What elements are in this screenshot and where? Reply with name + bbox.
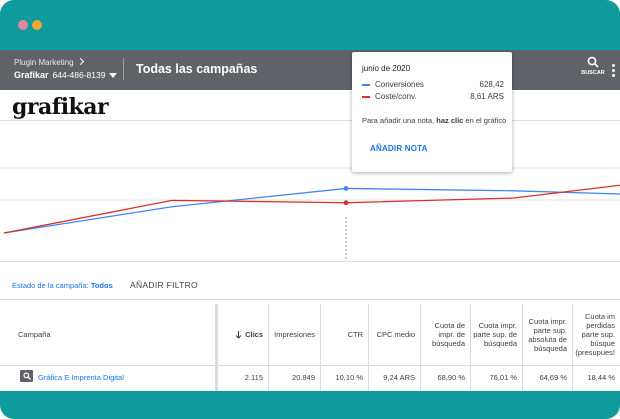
tooltip-note-bold: haz clic (436, 116, 464, 125)
page-title: Todas las campañas (136, 62, 258, 76)
cell-impressions: 20.949 (292, 372, 315, 382)
column-header-clicks[interactable]: Clics (218, 304, 268, 366)
tooltip-value: 8,61 ARS (470, 92, 504, 101)
column-divider (268, 304, 269, 391)
cell-ctr: 10,10 % (335, 372, 363, 382)
tooltip-note: Para añadir una nota, haz clic en el grá… (362, 116, 507, 126)
account-group-label: Plugin Marketing (14, 58, 74, 67)
window-dot-pink[interactable] (18, 20, 28, 30)
series-swatch-blue (362, 84, 370, 86)
column-divider (420, 304, 421, 391)
column-divider[interactable] (215, 304, 218, 391)
account-name: Grafikar (14, 70, 49, 80)
search-icon (587, 56, 599, 68)
cell-search-impr-share: 68,90 % (437, 372, 465, 382)
campaign-name-link[interactable]: Gráfica E Imprenta Digital (38, 372, 124, 382)
status-filter-label: Estado de la campaña: (12, 281, 91, 290)
series-point-1-2[interactable] (343, 200, 349, 206)
tooltip-row-cost: Coste/conv. 8,61 ARS (362, 92, 504, 101)
column-divider (522, 304, 523, 391)
column-header-campaign[interactable]: Campaña (0, 304, 215, 366)
tooltip-label: Coste/conv. (375, 92, 417, 101)
search-button[interactable]: BUSCAR (580, 56, 606, 86)
tooltip-note-pre: Para añadir una nota, (362, 116, 437, 125)
column-header-top-impr-share[interactable]: Cuota impr. parte sup. de búsqueda (470, 304, 522, 366)
tooltip-value: 628,42 (479, 80, 504, 89)
search-campaign-icon (20, 370, 33, 382)
cell-abs-top-impr-share: 64,69 % (539, 372, 567, 382)
window-dot-orange[interactable] (32, 20, 42, 30)
account-group-link[interactable]: Plugin Marketing (14, 57, 84, 67)
account-switcher[interactable]: Grafikar 644-486-8139 (14, 70, 118, 80)
column-header-search-impr-share[interactable]: Cuota de impr. de búsqueda (420, 304, 470, 366)
column-label-clicks: Clics (245, 330, 263, 339)
app-screen: Plugin Marketing Grafikar 644-486-8139 To… (0, 50, 620, 391)
performance-chart[interactable]: abr. 2020 (0, 121, 620, 261)
column-header-lost-top-budget[interactable]: Cuota im perdidas parte sup. búsque (pre… (572, 304, 620, 366)
column-header-impressions[interactable]: Impresiones (268, 304, 320, 366)
caret-down-icon (109, 73, 118, 79)
column-divider (470, 304, 471, 391)
column-header-ctr[interactable]: CTR (320, 304, 368, 366)
chart-baseline (0, 261, 620, 262)
column-header-avg-cpc[interactable]: CPC medio (368, 304, 420, 366)
search-label: BUSCAR (581, 70, 605, 76)
tooltip-row-conversions: Conversiones 628,42 (362, 80, 504, 89)
cell-avg-cpc: 9,24 ARS (383, 372, 415, 382)
tooltip-note-post: en el gráfico (463, 116, 507, 125)
sort-down-icon (235, 330, 242, 339)
tooltip-title: junio de 2020 (362, 64, 411, 73)
add-note-button[interactable]: AÑADIR NOTA (370, 144, 428, 153)
header-divider (123, 58, 124, 80)
cell-clicks: 2.115 (244, 372, 263, 382)
top-bar: Plugin Marketing Grafikar 644-486-8139 To… (0, 50, 620, 90)
series-point-0-2[interactable] (343, 186, 349, 191)
account-id: 644-486-8139 (52, 70, 106, 80)
status-filter-value: Todos (90, 281, 113, 290)
logo-divider (0, 120, 620, 121)
column-divider (320, 304, 321, 391)
column-divider (368, 304, 369, 391)
campaign-status-filter[interactable]: Estado de la campaña: Todos (12, 281, 113, 290)
chevron-right-icon (76, 57, 84, 66)
column-divider (572, 304, 573, 391)
filter-bar: Estado de la campaña: Todos AÑADIR FILTR… (0, 270, 620, 300)
campaign-table: Campaña Clics Impresiones CTR CPC medio … (0, 304, 620, 391)
series-line-0[interactable] (3, 187, 620, 234)
column-header-abs-top-impr-share[interactable]: Cuota impr. parte sup. absoluta de búsqu… (522, 304, 572, 366)
tooltip-label: Conversiones (375, 80, 424, 89)
series-swatch-red (362, 96, 370, 98)
cell-lost-top-budget: 18,44 % (587, 372, 615, 382)
add-filter-button[interactable]: AÑADIR FILTRO (130, 280, 198, 290)
chart-tooltip: junio de 2020 Conversiones 628,42 Coste/… (352, 52, 512, 172)
more-vertical-icon[interactable] (612, 64, 615, 79)
cell-top-impr-share: 76,01 % (489, 372, 517, 382)
brand-logo: grafikar (12, 94, 109, 120)
